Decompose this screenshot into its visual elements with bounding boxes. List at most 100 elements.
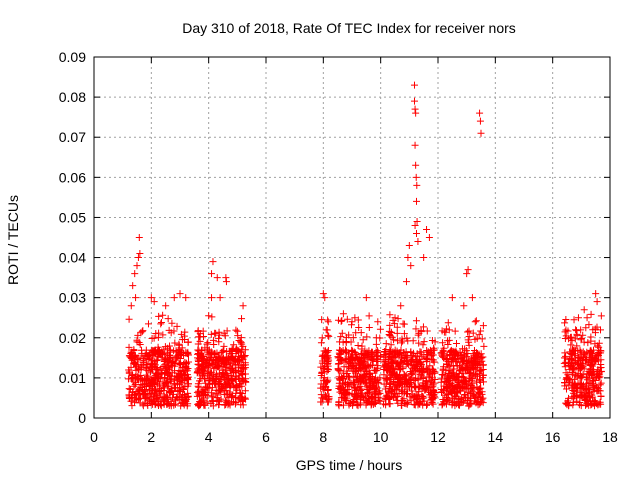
data-point [443, 397, 451, 405]
data-point [177, 330, 185, 338]
data-point [238, 371, 246, 379]
data-point [209, 336, 217, 344]
data-point [420, 351, 428, 359]
data-point [161, 380, 169, 388]
data-point [324, 366, 332, 374]
data-point [372, 383, 380, 391]
data-point [411, 105, 419, 113]
data-point [407, 397, 415, 405]
data-point [582, 324, 590, 332]
data-point [158, 369, 166, 377]
data-point [586, 361, 594, 369]
data-point [380, 400, 388, 408]
data-point [129, 371, 137, 379]
data-point [131, 270, 139, 278]
data-point [585, 385, 593, 393]
data-point [230, 341, 238, 349]
data-point [429, 356, 437, 364]
data-point [595, 400, 603, 408]
data-point [210, 375, 218, 383]
data-point [403, 371, 411, 379]
data-point [182, 294, 190, 302]
data-point [415, 339, 423, 347]
data-point [125, 366, 133, 374]
data-point [132, 379, 140, 387]
data-point [166, 389, 174, 397]
data-point [213, 397, 221, 405]
data-point [203, 348, 211, 356]
data-point [177, 402, 185, 410]
data-point [397, 302, 405, 310]
data-point [384, 375, 392, 383]
data-point [412, 356, 420, 364]
data-point [476, 376, 484, 384]
data-point [197, 375, 205, 383]
data-point [582, 373, 590, 381]
data-point [360, 359, 368, 367]
data-point [593, 323, 601, 331]
data-point [232, 347, 240, 355]
data-point [466, 389, 474, 397]
data-point [321, 347, 329, 355]
data-point [373, 366, 381, 374]
data-point [583, 314, 591, 322]
data-point [238, 315, 246, 323]
data-point [569, 394, 577, 402]
data-point [471, 318, 479, 326]
data-point [426, 362, 434, 370]
data-point [423, 225, 431, 233]
data-point [443, 375, 451, 383]
data-point [574, 379, 582, 387]
data-point [182, 348, 190, 356]
data-point [238, 346, 246, 354]
data-point [579, 331, 587, 339]
data-point [419, 323, 427, 331]
data-point [452, 340, 460, 348]
data-point [381, 362, 389, 370]
x-tick-label: 12 [430, 429, 446, 445]
data-point [339, 356, 347, 364]
data-point [465, 333, 473, 341]
data-point [196, 337, 204, 345]
data-point [413, 181, 421, 189]
data-point [172, 384, 180, 392]
data-point [473, 334, 481, 342]
data-point [464, 266, 472, 274]
data-point [357, 387, 365, 395]
data-point [170, 294, 178, 302]
data-point [428, 336, 436, 344]
data-point [318, 334, 326, 342]
data-point [161, 374, 169, 382]
data-point [585, 353, 593, 361]
x-axis-label: GPS time / hours [296, 457, 403, 473]
data-point [365, 312, 373, 320]
data-point [162, 355, 170, 363]
data-point [237, 338, 245, 346]
data-point [475, 331, 483, 339]
data-point [176, 290, 184, 298]
data-point [232, 326, 240, 334]
data-point [141, 391, 149, 399]
data-point [239, 302, 247, 310]
data-point [195, 387, 203, 395]
data-point [594, 366, 602, 374]
data-point [573, 383, 581, 391]
data-point [361, 379, 369, 387]
data-point [368, 382, 376, 390]
data-point [125, 343, 133, 351]
data-point [372, 374, 380, 382]
data-point [568, 368, 576, 376]
data-point [125, 391, 133, 399]
data-point [210, 356, 218, 364]
data-point [393, 323, 401, 331]
data-point [194, 380, 202, 388]
data-point [448, 401, 456, 409]
data-point [240, 365, 248, 373]
data-point [234, 332, 242, 340]
data-point [200, 333, 208, 341]
data-point [356, 373, 364, 381]
data-point [318, 369, 326, 377]
data-point [570, 350, 578, 358]
data-point [137, 394, 145, 402]
data-point [140, 387, 148, 395]
